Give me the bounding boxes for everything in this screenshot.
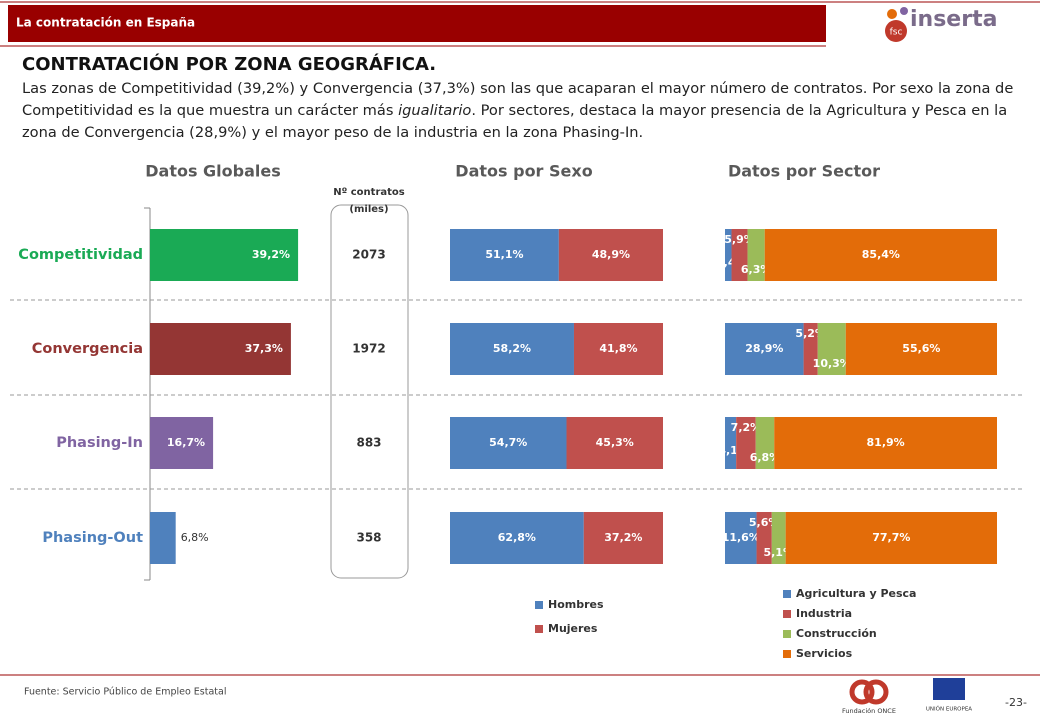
contracts-value: 1972 bbox=[352, 342, 385, 356]
value-label: 58,2% bbox=[493, 342, 531, 355]
value-label: 11,6% bbox=[722, 531, 760, 544]
paragraph-emphasis: igualitario bbox=[398, 102, 472, 119]
category-label: Phasing-Out bbox=[42, 530, 143, 546]
bar bbox=[150, 417, 214, 469]
bar bbox=[150, 512, 176, 564]
paragraph-text: Las zonas de Competitividad (39,2%) y Co… bbox=[22, 80, 1014, 119]
legend-label: Industria bbox=[796, 607, 852, 620]
value-label: 85,4% bbox=[862, 248, 900, 261]
page-number: -23- bbox=[1005, 696, 1027, 709]
logo-ring bbox=[849, 679, 875, 705]
bar-segment bbox=[771, 512, 786, 564]
value-label: 54,7% bbox=[489, 436, 527, 449]
source: Fuente: Servicio Público de Empleo Estat… bbox=[24, 687, 227, 698]
bar-segment bbox=[558, 229, 663, 281]
legend-label: Mujeres bbox=[548, 622, 598, 635]
legend-swatch bbox=[535, 625, 543, 633]
bar-segment bbox=[731, 229, 748, 281]
logo-badge bbox=[885, 20, 907, 42]
value-label: 6,8% bbox=[181, 531, 209, 544]
value-label: 37,2% bbox=[604, 531, 642, 544]
bar-segment bbox=[845, 323, 997, 375]
bar-segment bbox=[755, 417, 775, 469]
logo-ring bbox=[863, 679, 889, 705]
legend-label: Construcción bbox=[796, 627, 877, 640]
bar-segment bbox=[725, 512, 757, 564]
paragraph: Las zonas de Competitividad (39,2%) y Co… bbox=[22, 78, 1034, 144]
logo-badge-text: fsc bbox=[890, 28, 903, 38]
logo-dot bbox=[900, 7, 908, 15]
bar-segment bbox=[774, 417, 997, 469]
value-label: 77,7% bbox=[872, 531, 910, 544]
paragraph-text: . Por sectores, destaca la mayor presenc… bbox=[22, 102, 1008, 141]
bar-segment bbox=[450, 417, 567, 469]
value-label: 45,3% bbox=[596, 436, 634, 449]
value-label: 37,3% bbox=[245, 342, 283, 355]
value-label: 5,9% bbox=[724, 233, 755, 246]
contracts-value: 358 bbox=[356, 531, 381, 545]
bar-segment bbox=[817, 323, 846, 375]
header-text: La contratación en España bbox=[16, 16, 195, 30]
bar-segment bbox=[725, 417, 737, 469]
column-subtitle: (miles) bbox=[349, 204, 388, 215]
value-label: 41,8% bbox=[599, 342, 637, 355]
footer-logo-text: UNIÓN EUROPEA bbox=[926, 706, 972, 713]
bar-segment bbox=[450, 323, 574, 375]
bar-segment bbox=[756, 512, 772, 564]
value-label: 10,3% bbox=[813, 357, 851, 370]
legend-swatch bbox=[783, 650, 791, 658]
category-label: Convergencia bbox=[32, 341, 143, 357]
value-label: 48,9% bbox=[592, 248, 630, 261]
header-bar bbox=[8, 5, 826, 42]
chart-title: Datos por Sexo bbox=[455, 162, 592, 181]
bar-segment bbox=[450, 512, 584, 564]
bar bbox=[150, 323, 291, 375]
contracts-value: 2073 bbox=[352, 248, 385, 262]
legend-label: Servicios bbox=[796, 647, 853, 660]
legend-swatch bbox=[535, 601, 543, 609]
value-label: 55,6% bbox=[902, 342, 940, 355]
value-label: 51,1% bbox=[485, 248, 523, 261]
value-label: 6,3% bbox=[741, 263, 772, 276]
footer-logo-text: Fundación ONCE bbox=[842, 707, 896, 715]
legend-label: Agricultura y Pesca bbox=[796, 587, 916, 600]
value-label: 28,9% bbox=[745, 342, 783, 355]
bar-segment bbox=[725, 229, 732, 281]
bar-segment bbox=[583, 512, 663, 564]
legend-swatch bbox=[783, 610, 791, 618]
category-label: Competitividad bbox=[18, 247, 143, 263]
contracts-box bbox=[330, 204, 409, 579]
chart-title: Datos Globales bbox=[145, 162, 281, 181]
value-label: 62,8% bbox=[498, 531, 536, 544]
bar-segment bbox=[736, 417, 756, 469]
legend-label: Hombres bbox=[548, 598, 604, 611]
separators bbox=[10, 299, 1025, 490]
legend-swatch bbox=[783, 630, 791, 638]
chart-title: Datos por Sector bbox=[728, 162, 880, 181]
value-label: 39,2% bbox=[252, 248, 290, 261]
legend-swatch bbox=[783, 590, 791, 598]
value-label: 16,7% bbox=[167, 436, 205, 449]
bar-segment bbox=[764, 229, 997, 281]
bar-segment bbox=[450, 229, 559, 281]
category-label: Phasing-In bbox=[56, 435, 143, 451]
bar-segment bbox=[573, 323, 663, 375]
bar-segment bbox=[785, 512, 997, 564]
bar-segment bbox=[747, 229, 765, 281]
logo-dot bbox=[887, 9, 897, 19]
eu-flag bbox=[933, 678, 965, 700]
bar-segment bbox=[725, 323, 804, 375]
bar-segment bbox=[803, 323, 818, 375]
value-label: 6,8% bbox=[750, 451, 781, 464]
logo-brand: inserta bbox=[910, 7, 997, 32]
contracts-value: 883 bbox=[356, 436, 381, 450]
value-label: 81,9% bbox=[867, 436, 905, 449]
bar-segment bbox=[566, 417, 663, 469]
slide-title: CONTRATACIÓN POR ZONA GEOGRÁFICA. bbox=[22, 54, 437, 75]
bar bbox=[150, 229, 299, 281]
column-title: Nº contratos bbox=[333, 187, 405, 198]
value-label: 7,2% bbox=[731, 421, 762, 434]
